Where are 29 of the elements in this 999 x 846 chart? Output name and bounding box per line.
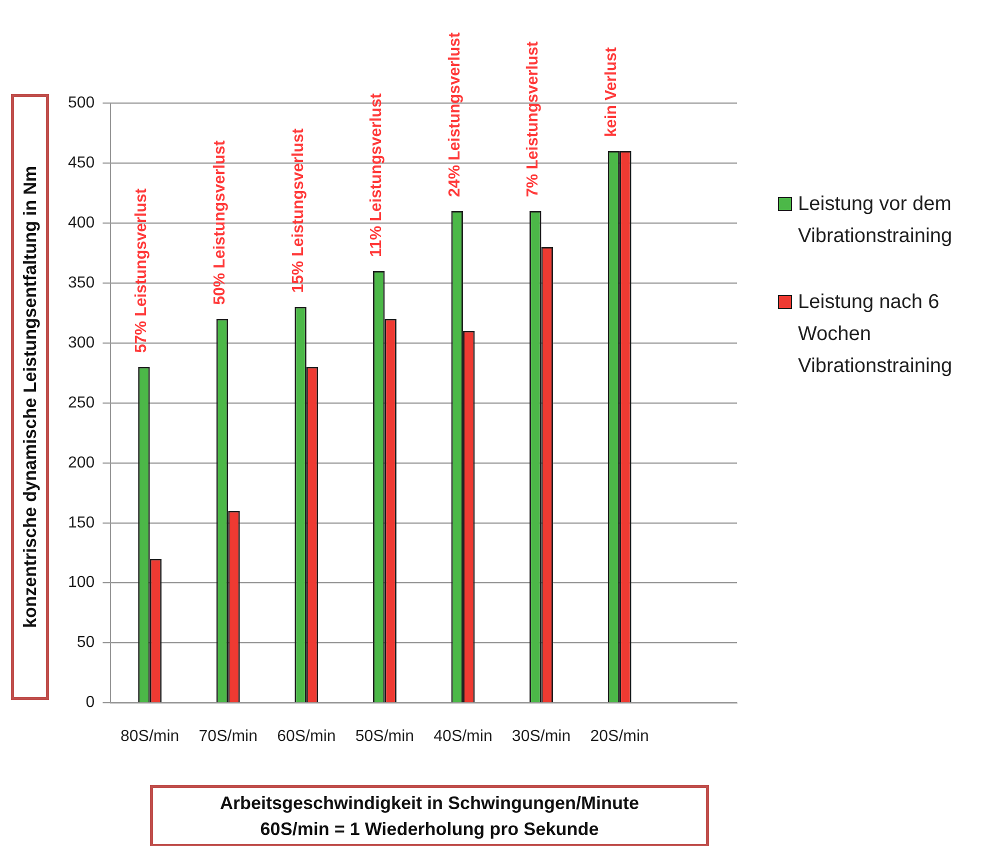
y-tick-label: 450 xyxy=(68,154,95,172)
x-tick-label: 50S/min xyxy=(355,728,414,745)
annotation: 24% Leistungsverlust xyxy=(446,32,464,197)
y-axis-title: konzentrische dynamische Leistungsentfaltung in Nm xyxy=(11,94,49,700)
x-tick-label: 80S/min xyxy=(120,728,180,745)
y-tick-label: 300 xyxy=(68,334,95,352)
y-tick-label: 400 xyxy=(68,214,95,232)
annotation: 7% Leistungsverlust xyxy=(524,40,542,197)
x-tick-label: 30S/min xyxy=(512,728,571,745)
legend-label: Leistung nach 6 Wochen Vibrationstraining xyxy=(798,290,954,379)
x-tick-label: 20S/min xyxy=(590,728,649,745)
y-tick-label: 350 xyxy=(68,274,95,292)
annotation: 57% Leistungsverlust xyxy=(133,188,150,353)
legend-label: Leistung vor dem Vibrationstraining xyxy=(798,192,954,249)
y-tick-label: 200 xyxy=(68,454,95,472)
y-tick-label: 50 xyxy=(76,634,95,652)
x-axis-title: Arbeitsgeschwindigkeit in Schwingungen/Minute 60S/min = 1 Wiederholung pro Sekunde xyxy=(150,785,709,846)
annotation: 15% Leistungsverlust xyxy=(290,128,307,293)
y-tick-label: 250 xyxy=(68,394,95,412)
y-tick-label: 100 xyxy=(68,574,95,592)
annotation: 50% Leistungsverlust xyxy=(212,140,229,305)
annotation: kein Verlust xyxy=(602,46,620,137)
x-tick-label: 60S/min xyxy=(277,728,336,745)
y-tick-label: 150 xyxy=(68,514,95,532)
y-tick-label: 0 xyxy=(86,694,95,712)
annotation: 11% Leistungsverlust xyxy=(368,92,386,257)
x-tick-label: 40S/min xyxy=(434,728,492,745)
y-tick-label: 500 xyxy=(68,94,95,112)
x-tick-label: 70S/min xyxy=(198,728,258,745)
